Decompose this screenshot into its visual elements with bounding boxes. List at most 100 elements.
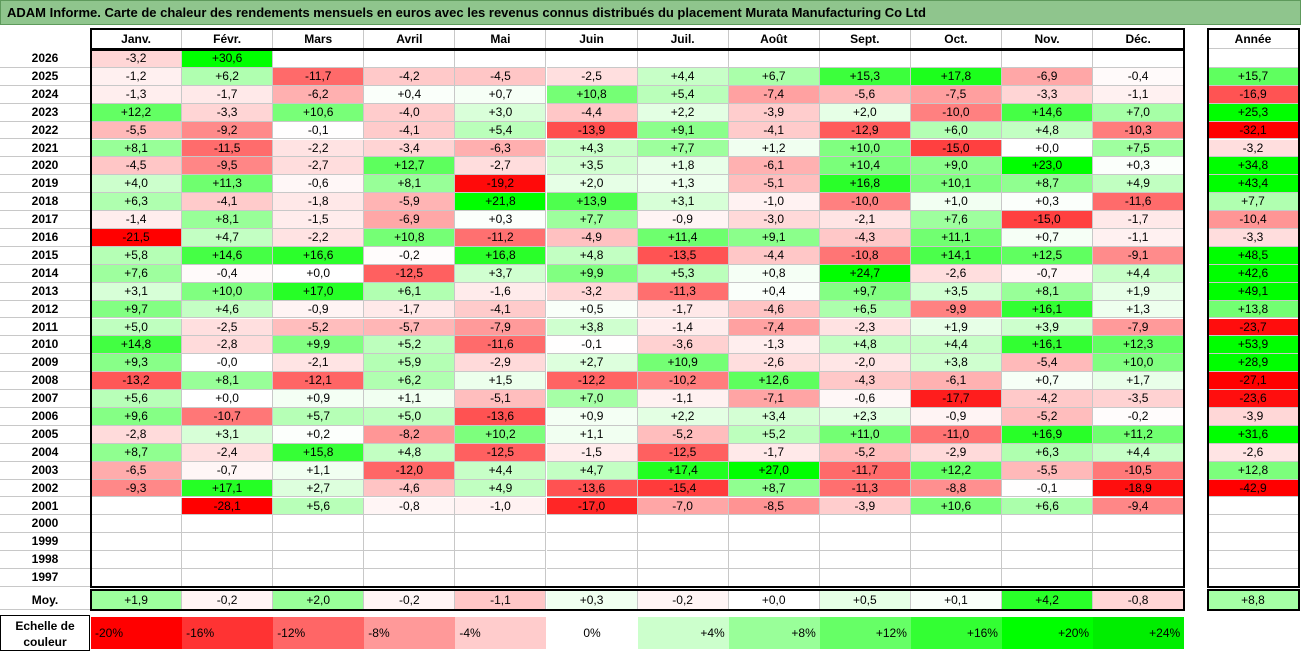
heatmap-cell: +2,2 bbox=[637, 103, 729, 122]
heatmap-cell bbox=[819, 551, 911, 570]
heatmap-cell: +16,8 bbox=[455, 246, 547, 265]
average-cell: +2,0 bbox=[273, 590, 365, 610]
heatmap-cell: -4,0 bbox=[364, 103, 456, 122]
heatmap-cell: +0,7 bbox=[1002, 229, 1094, 247]
heatmap-cell: -15,4 bbox=[637, 479, 729, 498]
heatmap-cell: +17,4 bbox=[637, 461, 729, 480]
heatmap-cell: -4,1 bbox=[728, 121, 820, 140]
annual-cell bbox=[1208, 551, 1299, 570]
heatmap-cell: +0,4 bbox=[728, 282, 820, 301]
heatmap-cell: -11,0 bbox=[910, 425, 1002, 444]
heatmap-cell: -5,5 bbox=[1002, 461, 1094, 480]
heatmap-cell: -1,8 bbox=[273, 193, 365, 212]
heatmap-cell: +9,1 bbox=[728, 229, 820, 247]
heatmap-cell: -3,2 bbox=[546, 282, 638, 301]
heatmap-cell: -7,4 bbox=[728, 85, 820, 104]
heatmap-cell: -2,9 bbox=[455, 354, 547, 373]
heatmap-cell: -9,9 bbox=[910, 300, 1002, 319]
legend-swatch: +20% bbox=[1002, 617, 1094, 649]
heatmap-cell: -17,0 bbox=[546, 497, 638, 516]
heatmap-cell: +4,3 bbox=[546, 139, 638, 158]
year-label: 2026 bbox=[0, 50, 91, 68]
average-cell: -0,2 bbox=[364, 590, 456, 610]
legend-swatch: 0% bbox=[546, 617, 638, 649]
heatmap-cell: -3,3 bbox=[1002, 85, 1094, 104]
heatmap-cell: -1,4 bbox=[91, 211, 183, 229]
heatmap-cell: -11,7 bbox=[273, 67, 365, 86]
heatmap-cell: -4,2 bbox=[1002, 390, 1094, 408]
heatmap-cell: -2,7 bbox=[455, 157, 547, 176]
legend-swatch: +24% bbox=[1093, 617, 1185, 649]
heatmap-cell: -8,5 bbox=[728, 497, 820, 516]
heatmap-cell: +27,0 bbox=[728, 461, 820, 480]
heatmap-cell bbox=[364, 50, 456, 68]
legend-swatch: +8% bbox=[728, 617, 820, 649]
heatmap-cell: -1,7 bbox=[637, 300, 729, 319]
heatmap-cell: +0,3 bbox=[1002, 193, 1094, 212]
year-label: 2015 bbox=[0, 246, 91, 265]
heatmap-cell: +4,4 bbox=[1093, 264, 1185, 283]
heatmap-cell bbox=[728, 569, 820, 587]
heatmap-cell: -5,4 bbox=[1002, 354, 1094, 373]
average-cell: +4,2 bbox=[1002, 590, 1094, 610]
year-label: 2004 bbox=[0, 443, 91, 462]
heatmap-cell: +0,0 bbox=[182, 390, 274, 408]
year-label: 1997 bbox=[0, 569, 91, 587]
heatmap-cell: +6,2 bbox=[364, 372, 456, 391]
heatmap-cell: +2,3 bbox=[819, 408, 911, 426]
heatmap-cell: +10,8 bbox=[546, 85, 638, 104]
heatmap-cell bbox=[182, 551, 274, 570]
heatmap-cell: +16,1 bbox=[1002, 336, 1094, 355]
heatmap-cell bbox=[182, 569, 274, 587]
heatmap-cell: -7,5 bbox=[910, 85, 1002, 104]
legend-swatch: -16% bbox=[182, 617, 274, 649]
heatmap-cell: -3,3 bbox=[182, 103, 274, 122]
heatmap-cell bbox=[910, 50, 1002, 68]
heatmap-cell: -3,5 bbox=[1093, 390, 1185, 408]
heatmap-cell: -3,9 bbox=[728, 103, 820, 122]
heatmap-cell: +4,7 bbox=[546, 461, 638, 480]
heatmap-cell: -1,3 bbox=[728, 336, 820, 355]
heatmap-cell bbox=[455, 515, 547, 534]
heatmap-cell: -5,2 bbox=[637, 425, 729, 444]
heatmap-cell: +0,3 bbox=[455, 211, 547, 229]
heatmap-cell bbox=[1093, 50, 1185, 68]
heatmap-cell: +6,1 bbox=[364, 282, 456, 301]
month-header: Août bbox=[728, 29, 820, 49]
heatmap-cell: -12,5 bbox=[455, 443, 547, 462]
month-header: Oct. bbox=[910, 29, 1002, 49]
heatmap-cell: -5,2 bbox=[273, 318, 365, 337]
heatmap-cell: +0,7 bbox=[455, 85, 547, 104]
heatmap-cell: +1,8 bbox=[637, 157, 729, 176]
heatmap-cell: -11,3 bbox=[819, 479, 911, 498]
heatmap-cell: -4,2 bbox=[364, 67, 456, 86]
heatmap-cell: -12,5 bbox=[637, 443, 729, 462]
heatmap-cell: -0,1 bbox=[546, 336, 638, 355]
heatmap-cell: +1,2 bbox=[728, 139, 820, 158]
report-title: ADAM Informe. Carte de chaleur des rende… bbox=[0, 0, 1301, 25]
heatmap-cell: +16,9 bbox=[1002, 425, 1094, 444]
legend-swatch: -4% bbox=[455, 617, 547, 649]
heatmap-cell: -6,1 bbox=[728, 157, 820, 176]
heatmap-cell bbox=[273, 551, 365, 570]
heatmap-cell: -10,5 bbox=[1093, 461, 1185, 480]
heatmap-cell: -0,2 bbox=[1093, 408, 1185, 426]
heatmap-cell: -1,7 bbox=[182, 85, 274, 104]
heatmap-cell: -2,2 bbox=[273, 139, 365, 158]
heatmap-cell: -2,2 bbox=[273, 229, 365, 247]
heatmap-cell: +23,0 bbox=[1002, 157, 1094, 176]
heatmap-cell: -10,2 bbox=[637, 372, 729, 391]
legend-label-line1: Echelle de bbox=[15, 619, 75, 633]
heatmap-cell: +8,1 bbox=[364, 175, 456, 194]
heatmap-cell: -2,3 bbox=[819, 318, 911, 337]
month-header: Févr. bbox=[182, 29, 274, 49]
heatmap-cell: +3,1 bbox=[637, 193, 729, 212]
heatmap-cell: -13,6 bbox=[546, 479, 638, 498]
heatmap-cell: -2,8 bbox=[91, 425, 183, 444]
average-annual-cell: +8,8 bbox=[1208, 590, 1299, 610]
heatmap-cell: -9,1 bbox=[1093, 246, 1185, 265]
heatmap-cell: +2,2 bbox=[637, 408, 729, 426]
heatmap-cell: +13,9 bbox=[546, 193, 638, 212]
heatmap-cell: -8,8 bbox=[910, 479, 1002, 498]
heatmap-cell: +9,7 bbox=[819, 282, 911, 301]
